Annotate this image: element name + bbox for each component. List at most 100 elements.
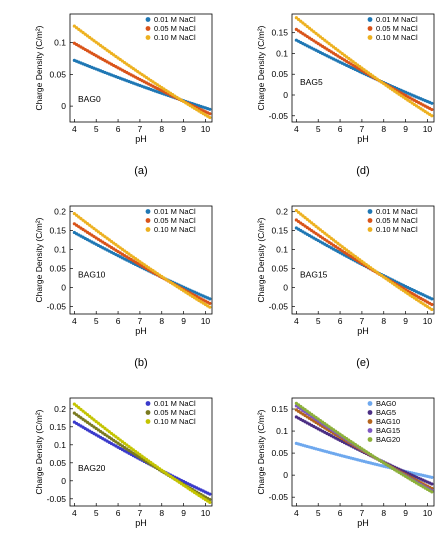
panel-b: 4 5 6 7 8 9 10 -0.05 0 0.05 0.1 0.15 0.2 pH Charge Den… [34, 205, 213, 369]
data-point [77, 215, 81, 219]
x-tick-label: 5 [316, 508, 321, 518]
y-tick-label: 0.15 [271, 404, 288, 414]
plot-frame [69, 397, 213, 507]
x-tick-label: 9 [403, 124, 408, 134]
legend-entry: 0.01 M NaCl [376, 207, 418, 216]
data-point [325, 40, 329, 44]
y-axis-label: Charge Density (C/m²) [34, 25, 44, 110]
data-point [103, 235, 107, 239]
x-tick-label: 10 [423, 508, 433, 518]
legend-entry: 0.05 M NaCl [154, 24, 196, 33]
legend-entry: BAG20 [376, 435, 400, 444]
y-tick-label: 0.05 [49, 264, 66, 274]
data-point [316, 33, 320, 37]
data-point [98, 423, 103, 427]
data-point [79, 217, 83, 221]
legend-entry: 0.01 M NaCl [376, 15, 418, 24]
y-axis-label: Charge Density (C/m²) [256, 217, 266, 302]
series-0 [294, 441, 434, 479]
legend-entry: 0.10 M NaCl [154, 417, 196, 426]
y-tick-label: 0.15 [49, 422, 66, 432]
legend-marker [367, 401, 373, 406]
data-point [98, 231, 103, 236]
legend-marker [145, 401, 151, 406]
y-tick-label: 0.15 [49, 226, 66, 236]
data-point [316, 226, 320, 230]
x-tick-label: 8 [381, 508, 386, 518]
data-point [358, 258, 362, 262]
data-point [129, 446, 133, 450]
x-axis-label: pH [135, 134, 147, 144]
x-axis-label: pH [357, 326, 369, 336]
data-point [305, 24, 309, 29]
data-point [303, 216, 307, 220]
x-tick-label: 7 [360, 508, 365, 518]
data-point [114, 435, 118, 439]
x-tick-label: 10 [201, 316, 211, 326]
legend-marker [367, 35, 373, 40]
y-axis-label: Charge Density (C/m²) [34, 217, 44, 302]
data-point [74, 26, 79, 30]
legend-entry: 0.05 M NaCl [376, 216, 418, 225]
data-point [131, 448, 135, 452]
data-point [314, 31, 318, 36]
x-tick-label: 8 [381, 316, 386, 326]
data-point [336, 48, 340, 52]
data-point [307, 219, 312, 223]
y-tick-label: 0 [283, 470, 288, 480]
legend-entry: BAG0 [376, 399, 396, 408]
data-point [85, 413, 90, 417]
data-point [320, 229, 325, 234]
x-tick-label: 6 [116, 508, 121, 518]
data-point [208, 305, 212, 309]
data-point [81, 409, 85, 413]
y-tick-label: 0 [61, 101, 66, 111]
panel-annotation: BAG20 [78, 463, 106, 473]
plot-frame [291, 397, 435, 507]
x-tick-label: 6 [116, 316, 121, 326]
data-point [312, 223, 316, 227]
legend-marker [145, 26, 151, 31]
y-tick-label: 0.2 [276, 207, 288, 217]
data-point [88, 414, 92, 418]
data-point [101, 425, 105, 429]
series-2 [72, 211, 212, 309]
data-point [208, 492, 212, 496]
panel-caption: (e) [356, 357, 369, 369]
y-tick-label: 0 [61, 282, 66, 292]
y-tick-label: 0.1 [276, 426, 288, 436]
legend-marker [145, 227, 151, 232]
data-point [318, 35, 322, 39]
x-tick-label: 8 [381, 124, 386, 134]
legend-entry: 0.01 M NaCl [154, 399, 196, 408]
data-point [118, 438, 122, 442]
legend-marker [367, 428, 373, 433]
data-point [320, 36, 325, 41]
legend-entry: 0.10 M NaCl [376, 225, 418, 234]
legend-marker [367, 419, 373, 424]
data-point [334, 240, 338, 244]
data-point [92, 418, 96, 422]
data-point [105, 428, 109, 432]
x-axis-label: pH [135, 518, 147, 528]
y-tick-label: 0.15 [271, 226, 288, 236]
data-point [299, 212, 303, 216]
data-point [77, 27, 81, 31]
x-tick-label: 7 [138, 508, 143, 518]
data-point [340, 51, 344, 56]
data-point [81, 218, 85, 222]
data-point [74, 213, 79, 217]
data-point [430, 114, 434, 118]
data-point [94, 228, 98, 232]
data-point [90, 416, 94, 420]
data-point [77, 406, 81, 410]
data-point [353, 61, 357, 65]
y-axis-label: Charge Density (C/m²) [34, 409, 44, 494]
data-point [83, 411, 87, 415]
legend-entry: 0.05 M NaCl [376, 24, 418, 33]
data-point [72, 24, 76, 28]
data-point [96, 230, 100, 234]
series-2 [72, 402, 212, 504]
x-tick-label: 6 [338, 508, 343, 518]
data-point [296, 17, 301, 22]
